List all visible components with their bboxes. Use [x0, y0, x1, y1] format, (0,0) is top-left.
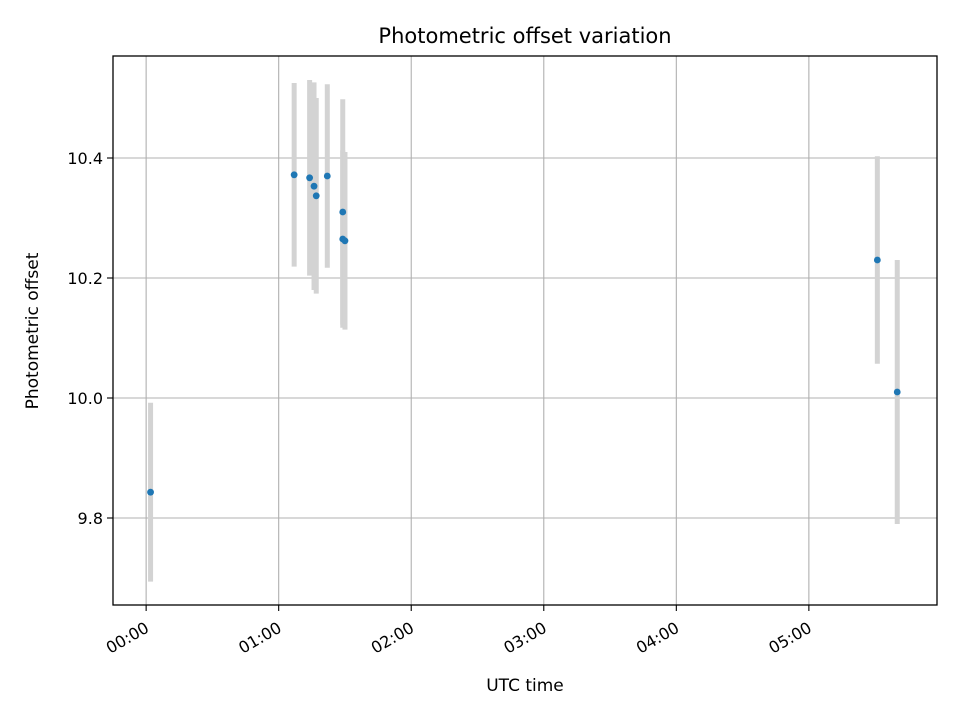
- y-tick-label: 10.2: [67, 269, 103, 288]
- grid: [113, 56, 937, 605]
- data-point: [893, 388, 901, 396]
- x-axis-title: UTC time: [486, 676, 564, 696]
- y-tick-label: 9.8: [78, 509, 103, 528]
- data-point: [873, 256, 881, 264]
- data-point: [310, 182, 318, 190]
- x-tick-label: 01:00: [235, 618, 284, 658]
- plot-frame: [112, 55, 938, 606]
- y-tick-label: 10.0: [67, 389, 103, 408]
- y-axis-title: Photometric offset: [23, 252, 43, 409]
- x-tick-label: 03:00: [500, 618, 549, 658]
- data-point: [306, 174, 314, 182]
- chart-title: Photometric offset variation: [378, 24, 671, 48]
- x-tick-label: 05:00: [765, 618, 814, 658]
- x-tick-label: 02:00: [368, 618, 417, 658]
- data-point: [341, 237, 349, 245]
- data-point: [312, 192, 320, 200]
- error-bars: [148, 80, 900, 582]
- data-point: [290, 171, 298, 179]
- y-tick-label: 10.4: [67, 149, 103, 168]
- data-point: [147, 488, 154, 496]
- data-points: [147, 171, 901, 496]
- y-axis-ticks: 9.8 10.0 10.2 10.4: [67, 149, 113, 528]
- x-tick-label: 00:00: [103, 618, 152, 658]
- x-axis-ticks: 00:00 01:00 02:00 03:00 04:00 05:00: [103, 605, 815, 658]
- data-point: [323, 172, 331, 180]
- x-tick-label: 04:00: [633, 618, 682, 658]
- data-point: [339, 208, 347, 216]
